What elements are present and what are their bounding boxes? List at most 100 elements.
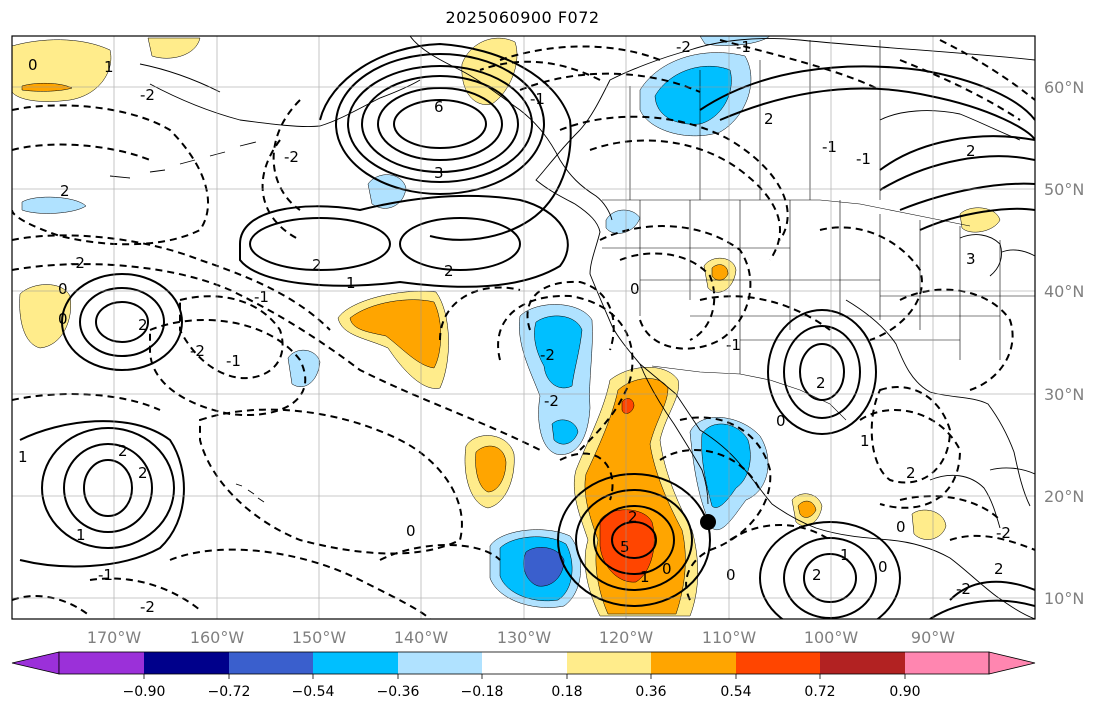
contour-label: -2	[996, 524, 1011, 542]
anomaly-negative	[523, 547, 565, 587]
shaded-anomalies	[12, 36, 1001, 617]
contour-label: 2	[138, 464, 148, 482]
contour-label: 1	[76, 526, 86, 544]
colorbar-swatch	[905, 652, 989, 674]
contour-label: 2	[118, 442, 128, 460]
colorbar-tick-label: 0.72	[804, 684, 835, 700]
lon-tick-label: 170°W	[87, 628, 142, 647]
anomaly-negative	[534, 315, 583, 389]
colorbar-swatch	[820, 652, 905, 674]
colorbar-swatch	[313, 652, 398, 674]
colorbar: −0.90 −0.72 −0.54 −0.36 −0.18 0.18 0.36 …	[11, 651, 1036, 700]
lon-tick-label: 150°W	[292, 628, 347, 647]
latitude-axis: 60°N 50°N 40°N 30°N 20°N 10°N	[1044, 78, 1084, 608]
contour-label: 2	[628, 508, 638, 526]
contour-label: -2	[140, 598, 155, 616]
contour-label: 0	[406, 522, 416, 540]
anomaly-positive	[711, 264, 729, 281]
contour-label: 5	[620, 538, 630, 556]
contour-label: 2	[444, 262, 454, 280]
colorbar-tick-label: −0.90	[123, 684, 166, 700]
graticule	[12, 36, 1035, 619]
contour-label: 2	[966, 142, 976, 160]
colorbar-swatch	[482, 652, 567, 674]
contour-label: 3	[434, 164, 444, 182]
contour-label: 0	[58, 280, 68, 298]
contour-label: 3	[966, 250, 976, 268]
contour-label: -2	[70, 254, 85, 272]
colorbar-tick-label: 0.90	[889, 684, 920, 700]
lon-tick-label: 110°W	[702, 628, 757, 647]
anomaly-positive	[349, 299, 441, 369]
colorbar-tick-label: −0.54	[292, 684, 335, 700]
contour-label: 1	[640, 568, 650, 586]
contour-label: -2	[140, 86, 155, 104]
colorbar-max-extend	[988, 651, 1036, 675]
lon-tick-label: 100°W	[804, 628, 859, 647]
anomaly-positive	[19, 284, 71, 349]
map-title: 2025060900 F072	[445, 8, 600, 27]
contour-label: 0	[630, 280, 640, 298]
contour-label: 0	[28, 56, 38, 74]
contour-label: 2	[764, 110, 774, 128]
anomaly-negative	[701, 423, 751, 508]
lon-tick-label: 130°W	[497, 628, 552, 647]
contour-label: -1	[530, 90, 545, 108]
colorbar-swatch	[398, 652, 482, 674]
contour-label: -2	[676, 38, 691, 56]
contour-label: -2	[284, 148, 299, 166]
coastlines-borders	[109, 36, 1035, 619]
contour-label: -1	[254, 288, 269, 306]
contour-label: 0	[776, 412, 786, 430]
contour-label: 0	[878, 558, 888, 576]
anomaly-negative	[21, 196, 87, 214]
contour-label: 1	[840, 546, 850, 564]
anomaly-positive	[147, 37, 201, 59]
contour-label: 0	[726, 566, 736, 584]
contour-label: -1	[822, 138, 837, 156]
contour-label: -1	[226, 352, 241, 370]
colorbar-tick-label: 0.54	[720, 684, 751, 700]
anomaly-positive	[621, 398, 635, 414]
contour-label: -1	[726, 336, 741, 354]
contour-label: 0	[58, 310, 68, 328]
colorbar-swatch	[229, 652, 313, 674]
anomaly-positive	[475, 445, 507, 493]
anomaly-positive	[797, 500, 817, 518]
colorbar-min-extend	[11, 651, 60, 675]
contour-label: -2	[540, 346, 555, 364]
colorbar-swatch	[144, 652, 229, 674]
contour-label: 1	[104, 58, 114, 76]
colorbar-tick-label: −0.72	[208, 684, 251, 700]
colorbar-tick-label: −0.18	[461, 684, 504, 700]
map-frame	[11, 35, 1036, 620]
anomaly-positive	[599, 509, 655, 583]
lat-tick-label: 20°N	[1044, 487, 1084, 506]
contour-label: 6	[434, 98, 444, 116]
state-borders	[602, 40, 1035, 421]
contour-label: 1	[18, 448, 28, 466]
plot-area: 0 1 6 3 -2 2 -2 2 1 2 -2 0 0 2 -1 -2 -1 …	[12, 36, 1035, 619]
longitude-axis: 170°W 160°W 150°W 140°W 130°W 120°W 110°…	[87, 628, 955, 647]
anomaly-positive	[461, 37, 518, 105]
contour-label: 0	[662, 560, 672, 578]
contours	[12, 39, 1035, 619]
lon-tick-label: 90°W	[911, 628, 955, 647]
anomaly-negative	[367, 174, 407, 209]
contour-labels: 0 1 6 3 -2 2 -2 2 1 2 -2 0 0 2 -1 -2 -1 …	[18, 38, 1011, 616]
contour-label: -2	[956, 580, 971, 598]
contour-label: 0	[896, 518, 906, 536]
lon-tick-label: 120°W	[599, 628, 654, 647]
contour-label: 2	[312, 256, 322, 274]
contour-label: -2	[190, 342, 205, 360]
colorbar-swatch	[567, 652, 651, 674]
colorbar-swatch	[736, 652, 820, 674]
contour-label: 1	[860, 432, 870, 450]
anomaly-negative	[551, 419, 579, 445]
lon-tick-label: 140°W	[394, 628, 449, 647]
colorbar-tick-label: 0.18	[551, 684, 582, 700]
lat-tick-label: 40°N	[1044, 282, 1084, 301]
colorbar-tick-label: −0.36	[377, 684, 420, 700]
contour-label: 2	[812, 566, 822, 584]
